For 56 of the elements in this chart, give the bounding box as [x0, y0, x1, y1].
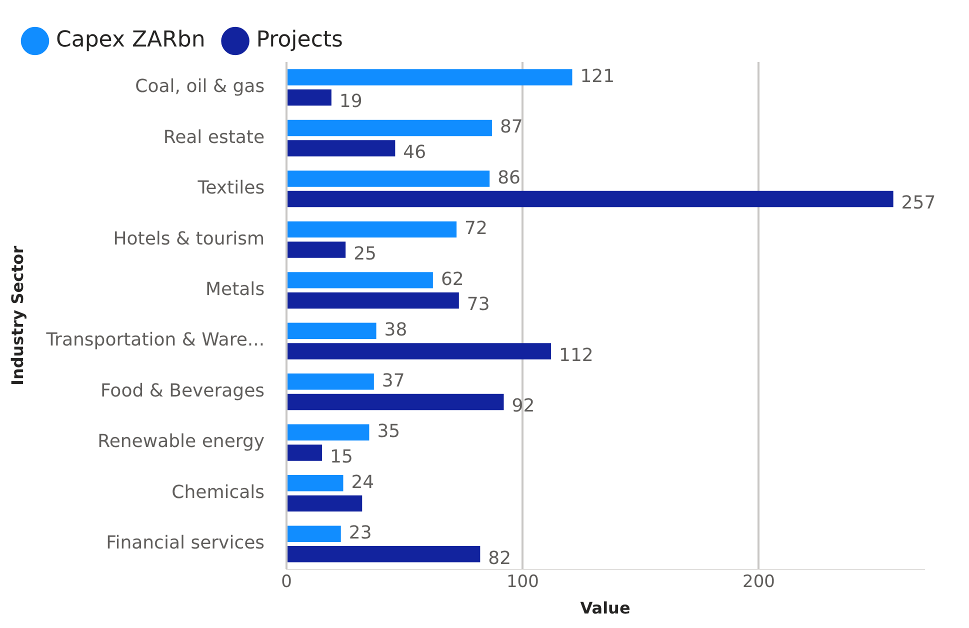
data-label: 73 — [466, 294, 490, 316]
y-tick-label: Chemicals — [172, 482, 265, 503]
x-tick-label: 200 — [742, 572, 775, 592]
data-label: 86 — [498, 167, 521, 188]
y-tick-label: Hotels & tourism — [113, 228, 265, 250]
data-label: 46 — [403, 142, 426, 163]
data-label: 257 — [901, 192, 936, 214]
data-label: 37 — [382, 370, 405, 392]
y-tick-label: Renewable energy — [98, 431, 265, 452]
data-label: 87 — [500, 116, 523, 138]
y-tick-label: Coal, oil & gas — [135, 76, 265, 98]
bar — [288, 424, 370, 441]
bar — [288, 322, 376, 340]
data-label: 15 — [330, 446, 353, 468]
y-tick-label: Transportation & Ware... — [45, 330, 265, 351]
data-label: 72 — [464, 218, 488, 240]
data-label: 121 — [580, 66, 615, 87]
x-axis-title: Value — [580, 598, 630, 618]
bar — [288, 221, 457, 238]
x-tick-label: 100 — [506, 572, 539, 592]
y-axis-title: Industry Sector — [8, 246, 27, 386]
y-tick-label: Real estate — [163, 126, 265, 148]
bar — [288, 475, 344, 492]
y-tick-label: Metals — [205, 279, 265, 300]
bar — [288, 190, 894, 208]
bar — [288, 140, 396, 156]
data-label: 23 — [348, 522, 372, 544]
bar — [288, 444, 322, 461]
legend-label: Capex ZARbn — [56, 28, 206, 53]
bar — [288, 242, 346, 258]
data-label: 112 — [558, 344, 594, 366]
legend-label: Projects — [256, 28, 344, 53]
bar — [288, 170, 490, 187]
y-tick-label: Textiles — [196, 178, 265, 199]
data-label: 62 — [440, 268, 464, 290]
data-label: 38 — [384, 320, 408, 341]
bar — [288, 546, 480, 562]
bar — [288, 89, 332, 106]
data-label: 19 — [339, 91, 362, 112]
bar — [288, 343, 551, 360]
bar — [288, 394, 504, 410]
bar — [288, 292, 459, 309]
bar — [288, 526, 341, 542]
y-tick-label: Food & Beverages — [100, 380, 265, 402]
bar — [288, 272, 433, 288]
bar — [288, 495, 362, 512]
data-label: 24 — [351, 472, 374, 493]
bar — [288, 374, 374, 390]
data-label: 92 — [512, 396, 535, 417]
x-tick-label: 0 — [281, 572, 292, 592]
y-tick-label: Financial services — [106, 532, 265, 554]
data-label: 82 — [488, 548, 512, 569]
bar — [288, 69, 572, 86]
bar — [288, 120, 492, 136]
data-label: 25 — [354, 243, 376, 264]
data-label: 35 — [377, 421, 400, 442]
